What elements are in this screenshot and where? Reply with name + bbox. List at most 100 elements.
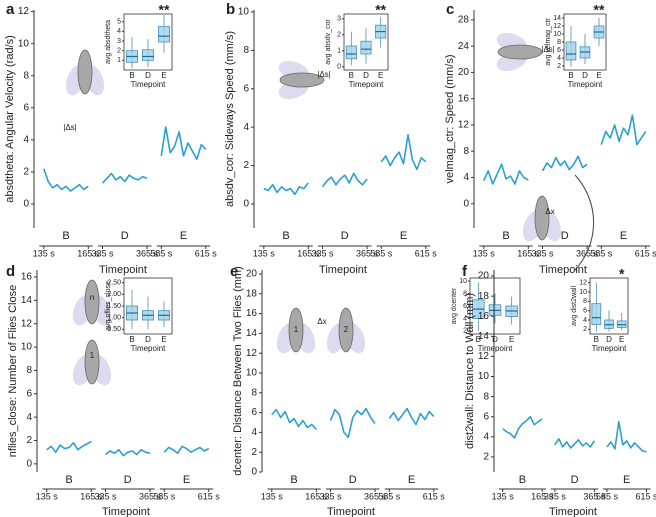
series-line bbox=[105, 449, 151, 457]
group-label: B bbox=[502, 230, 509, 242]
y-tick-label: 12 bbox=[246, 348, 258, 359]
y-tick-label: 10 bbox=[21, 342, 33, 353]
series-line bbox=[380, 134, 427, 171]
y-axis-label: absdtheta: Angular Velocity (rad/s) bbox=[4, 35, 16, 203]
inset-y-tick-label: 10 bbox=[553, 31, 561, 38]
y-tick-label: 12 bbox=[478, 351, 490, 362]
group-label: B bbox=[282, 230, 289, 242]
y-tick-label: 8 bbox=[483, 391, 489, 402]
inset-y-tick-label: 2 bbox=[557, 63, 561, 70]
inset-y-tick-label: 4 bbox=[557, 55, 561, 62]
inset-y-label: avg absdtheta bbox=[105, 20, 112, 64]
fly-body bbox=[497, 44, 543, 60]
x-tick-label: 365 s bbox=[583, 491, 606, 501]
icon-label: 1 bbox=[294, 325, 299, 334]
panel-letter: f bbox=[462, 263, 468, 280]
y-tick-label: 14 bbox=[21, 295, 33, 306]
inset-x-tick-label: B bbox=[129, 71, 134, 80]
inset-x-label: Timepoint bbox=[131, 344, 167, 353]
x-tick-label: 135 s bbox=[253, 248, 276, 258]
inset-x-tick-label: D bbox=[145, 335, 151, 344]
inset-x-tick-label: E bbox=[509, 335, 514, 344]
inset-y-tick-label: 10 bbox=[579, 289, 587, 296]
inset-y-label: avg absdv_cor bbox=[325, 19, 332, 65]
fly-body bbox=[84, 339, 100, 385]
fly-body bbox=[288, 307, 304, 353]
box bbox=[565, 41, 577, 61]
x-tick-label: 585 s bbox=[370, 248, 393, 258]
inset-y-tick-label: 4 bbox=[583, 317, 587, 324]
y-tick-label: 16 bbox=[458, 93, 470, 104]
y-tick-label: 4 bbox=[251, 427, 257, 438]
x-tick-label: 615 s bbox=[195, 248, 218, 258]
icon-label: n bbox=[90, 293, 94, 302]
inset-y-tick-label: 2 bbox=[463, 328, 467, 335]
group-label: D bbox=[121, 230, 129, 242]
inset-x-tick-label: B bbox=[476, 335, 481, 344]
y-tick-label: 0 bbox=[26, 458, 32, 469]
inset-x-tick-label: B bbox=[594, 335, 599, 344]
y-axis-label: absdv_cor: Sideways Speed (mm/s) bbox=[224, 31, 236, 207]
inset-y-tick-label: 10 bbox=[459, 278, 467, 285]
box bbox=[360, 40, 372, 55]
series-line bbox=[43, 168, 89, 192]
inset-x-tick-label: B bbox=[568, 71, 573, 80]
inset-y-tick-label: 6 bbox=[583, 308, 587, 315]
series-line bbox=[163, 445, 210, 455]
x-tick-label: 135 s bbox=[473, 248, 496, 258]
fly-body bbox=[84, 279, 100, 325]
inset-x-label: Timepoint bbox=[131, 80, 167, 89]
inset-y-label: avg dcenter bbox=[451, 287, 458, 324]
x-tick-label: 335 s bbox=[95, 491, 118, 501]
inset-x-tick-label: D bbox=[606, 335, 612, 344]
y-tick-label: 6 bbox=[251, 407, 257, 418]
inset-x-tick-label: E bbox=[378, 71, 383, 80]
y-tick-label: 20 bbox=[478, 271, 490, 282]
x-tick-label: 165 s bbox=[297, 248, 320, 258]
y-tick-label: 4 bbox=[463, 172, 469, 183]
inset-y-tick-label: 8 bbox=[463, 290, 467, 297]
y-tick-label: 18 bbox=[246, 288, 258, 299]
group-label: E bbox=[400, 230, 407, 242]
group-label: B bbox=[519, 474, 526, 486]
fly-icon bbox=[65, 49, 105, 96]
x-tick-label: 585 s bbox=[590, 248, 613, 258]
group-label: E bbox=[623, 474, 630, 486]
y-tick-label: 2 bbox=[251, 447, 257, 458]
box bbox=[141, 49, 154, 61]
inset-y-tick-label: 2 bbox=[337, 32, 341, 39]
fly-icon bbox=[276, 307, 316, 354]
inset-x-tick-label: E bbox=[619, 335, 624, 344]
fly-body bbox=[534, 195, 550, 241]
x-tick-label: 615 s bbox=[415, 248, 438, 258]
x-tick-label: 335 s bbox=[320, 491, 343, 501]
inset-x-tick-label: D bbox=[492, 335, 498, 344]
fly-body bbox=[279, 72, 325, 88]
x-tick-label: 165 s bbox=[531, 491, 554, 501]
icon-label: |Δs| bbox=[541, 45, 555, 54]
group-label: B bbox=[62, 230, 69, 242]
y-tick-label: 6 bbox=[23, 102, 29, 113]
y-tick-label: 12 bbox=[18, 6, 30, 17]
y-tick-label: 8 bbox=[26, 365, 32, 376]
icon-label: 2 bbox=[344, 325, 349, 334]
y-tick-label: 18 bbox=[478, 291, 490, 302]
icon-label: |Δs| bbox=[63, 123, 77, 132]
panel-letter: a bbox=[6, 1, 15, 18]
y-axis-label: dist2wall: Distance to Wall (mm) bbox=[464, 293, 476, 449]
inset-x-tick-label: D bbox=[145, 71, 151, 80]
x-tick-label: 615 s bbox=[198, 491, 221, 501]
box bbox=[345, 45, 357, 60]
y-tick-label: 10 bbox=[478, 371, 490, 382]
inset-y-tick-label: 8 bbox=[557, 39, 561, 46]
y-tick-label: 6 bbox=[483, 411, 489, 422]
series-line bbox=[388, 407, 435, 426]
inset-y-tick-label: 0.50 bbox=[107, 326, 121, 333]
panel-letter: e bbox=[230, 263, 238, 280]
y-tick-label: 2 bbox=[26, 435, 32, 446]
fly-icon bbox=[522, 195, 562, 242]
series-line bbox=[46, 440, 92, 453]
x-tick-label: 135 s bbox=[492, 491, 515, 501]
icon-label: Δx bbox=[317, 317, 326, 326]
inset-y-tick-label: 4 bbox=[117, 28, 121, 35]
